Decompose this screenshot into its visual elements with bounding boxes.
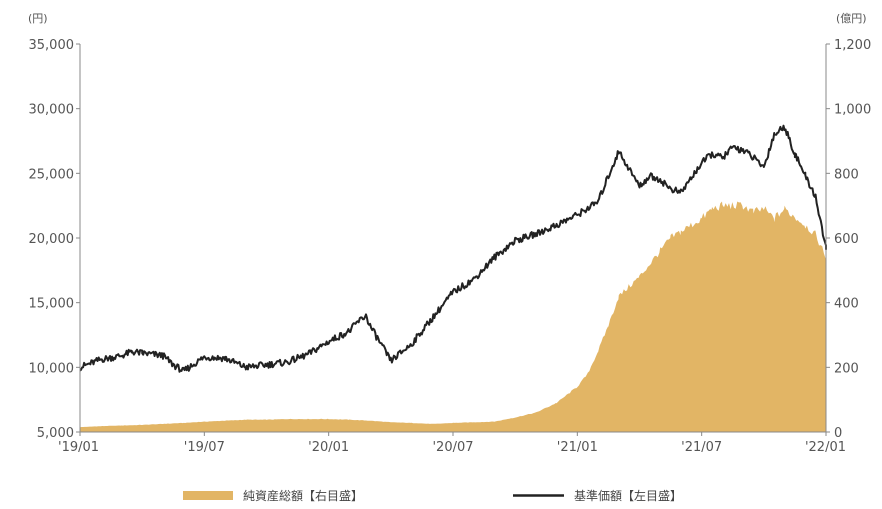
- nav-line-layer: [79, 124, 827, 373]
- right-tick-label: 600: [834, 232, 859, 247]
- x-tick-label: '19/07: [184, 440, 225, 455]
- left-tick-label: 20,000: [29, 232, 75, 247]
- right-axis-ticks: 0 200 400 600 800 1,000 1,200: [826, 38, 871, 441]
- right-axis-unit: (億円): [836, 12, 867, 25]
- net-assets-area-layer: [80, 201, 826, 432]
- x-tick-label: '22/01: [805, 440, 846, 455]
- net-assets-area: [80, 201, 826, 432]
- right-tick-label: 200: [834, 361, 859, 376]
- left-tick-label: 15,000: [29, 297, 75, 312]
- left-tick-label: 25,000: [29, 167, 75, 182]
- x-tick-label: '19/01: [58, 440, 99, 455]
- legend-label-nav: 基準価額【左目盛】: [574, 488, 682, 503]
- left-tick-label: 10,000: [29, 361, 75, 376]
- right-tick-label: 400: [834, 297, 859, 312]
- left-tick-label: 5,000: [37, 426, 74, 441]
- legend-swatch-net-assets: [183, 491, 233, 500]
- nav-line: [79, 124, 827, 373]
- left-tick-label: 35,000: [29, 38, 75, 53]
- x-tick-label: '21/01: [557, 440, 598, 455]
- right-tick-label: 0: [834, 426, 842, 441]
- left-axis-unit: (円): [28, 12, 48, 25]
- legend: 純資産総額【右目盛】 基準価額【左目盛】: [183, 488, 682, 503]
- left-axis-ticks: 5,000 10,000 15,000 20,000 25,000 30,000 35,00…: [29, 38, 80, 441]
- x-tick-label: '20/07: [432, 440, 473, 455]
- x-axis-ticks: '19/01 '19/07 '20/01 '20/07 '21/01 '21/07 '22/…: [58, 432, 846, 455]
- left-tick-label: 30,000: [29, 103, 75, 118]
- right-tick-label: 1,200: [834, 38, 871, 53]
- right-tick-label: 1,000: [834, 103, 871, 118]
- x-tick-label: '21/07: [681, 440, 722, 455]
- right-tick-label: 800: [834, 167, 859, 182]
- legend-label-net-assets: 純資産総額【右目盛】: [243, 488, 363, 503]
- x-tick-label: '20/01: [308, 440, 349, 455]
